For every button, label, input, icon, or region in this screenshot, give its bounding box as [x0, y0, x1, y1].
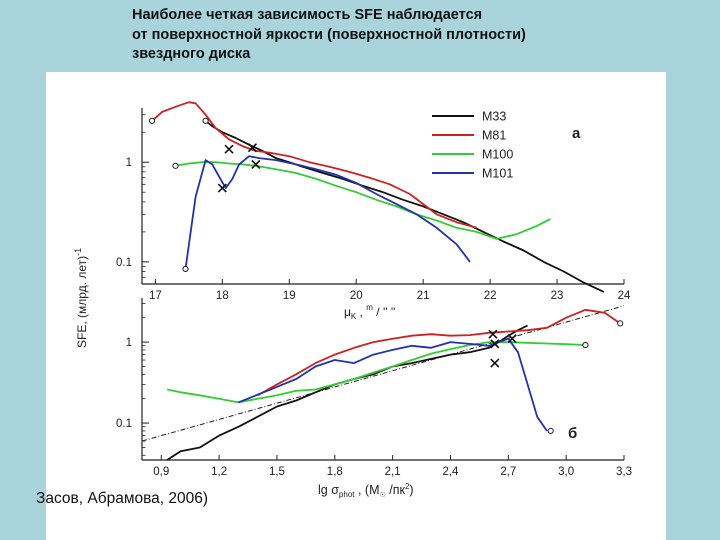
panel-label: б	[568, 425, 577, 442]
y-tick-label: 1	[126, 337, 132, 349]
x-axis-label-b-part: )	[409, 483, 413, 497]
cross-marker	[488, 329, 498, 339]
cross-marker	[247, 143, 258, 153]
open-circle-marker	[547, 427, 554, 435]
citation-caption: Засов, Абрамова, 2006)	[36, 490, 209, 507]
x-axis-label-a-part: ,	[356, 305, 366, 319]
legend: M33 M81 M100 M101	[432, 110, 513, 181]
x-tick-label: 17	[149, 290, 162, 302]
series-line-m101	[238, 337, 548, 432]
x-tick-label: 2,1	[385, 466, 401, 478]
cross-stroke	[490, 339, 500, 349]
legend-label: M100	[482, 148, 513, 162]
x-tick-label: 0,9	[153, 466, 169, 478]
y-axis-label-exponent: -1	[73, 248, 83, 256]
cross-marker	[490, 358, 500, 368]
cross-stroke	[224, 144, 234, 154]
x-axis-label-a: μK , m / '' ''	[344, 303, 395, 321]
series-line-m100	[166, 341, 586, 404]
series-line-m81	[151, 101, 477, 229]
cross-stroke	[488, 329, 498, 339]
cross-stroke	[247, 143, 258, 153]
x-tick-label: 1,2	[211, 466, 227, 478]
cross-stroke	[507, 334, 517, 344]
x-tick-label: 23	[551, 290, 564, 302]
x-axis-label-b-part: /пк	[386, 483, 406, 497]
x-axis-label-a-part: / '' ''	[373, 305, 396, 319]
cross-marker	[251, 159, 261, 170]
x-tick-label: 2,4	[442, 466, 459, 478]
open-circle-marker	[182, 265, 189, 273]
series-line-m81	[257, 308, 621, 397]
x-tick-label: 21	[417, 290, 430, 302]
legend-label: M33	[482, 110, 506, 124]
x-tick-label: 20	[350, 290, 363, 302]
title-line-2: от поверхностной яркости (поверхностной …	[132, 26, 526, 43]
open-circle-marker	[582, 341, 589, 349]
open-circle-marker	[148, 117, 156, 124]
x-axis-label-b-part: phot	[339, 490, 355, 499]
x-axis-label-b-part: σ	[331, 483, 339, 497]
cross-stroke	[251, 159, 261, 170]
open-circle-marker	[172, 162, 179, 169]
y-axis-label: SFE, (млрд. лет)-1	[73, 248, 89, 348]
series-line-m33	[205, 120, 605, 293]
y-tick-label: 1	[126, 157, 132, 169]
figure-panel	[46, 72, 666, 540]
x-axis-label-b-part: 2	[405, 482, 410, 491]
title-line-1: Наиболее четкая зависимость SFE наблюдае…	[132, 7, 483, 23]
title-line-3: звездного диска	[132, 46, 251, 62]
x-axis-label-b-part: lg	[318, 483, 331, 497]
cross-stroke	[217, 183, 227, 193]
cross-marker	[217, 183, 227, 193]
x-axis-label-b-part: , (M	[355, 483, 380, 497]
x-tick-label: 22	[484, 290, 497, 302]
x-tick-label: 1,5	[269, 466, 285, 478]
x-axis-label-a-part: μ	[344, 305, 351, 319]
x-tick-label: 18	[216, 290, 229, 302]
panel-label: а	[572, 125, 581, 142]
x-tick-label: 3,0	[558, 466, 574, 478]
chart-panel-b: 0,9 1,2 1,5 1,8 2,1 2,4 2,7 3,0 3,3 1 0.1 б	[116, 298, 632, 478]
slide-title: Наиболее четкая зависимость SFE наблюдае…	[132, 6, 652, 65]
cross-stroke	[490, 358, 500, 368]
x-tick-label: 2,7	[500, 466, 516, 478]
x-axis-label-b: lg σphot , (M☉ /пк2)	[318, 482, 414, 499]
x-axis-label-a-part: m	[366, 303, 373, 312]
x-tick-label: 24	[618, 290, 631, 302]
cross-marker	[490, 339, 500, 349]
legend-label: M101	[482, 167, 513, 181]
x-axis-label-a-part: K	[351, 312, 357, 321]
x-tick-label: 19	[283, 290, 296, 302]
x-tick-label: 3,3	[616, 466, 632, 478]
y-tick-label: 0.1	[116, 257, 132, 269]
cross-marker	[224, 144, 234, 154]
x-tick-label: 1,8	[327, 466, 343, 478]
open-circle-marker	[617, 320, 624, 327]
x-axis-label-b-part: ☉	[380, 491, 386, 499]
y-axis-label-text: SFE, (млрд. лет)	[75, 256, 89, 348]
chart-panel-a: 17 18 19 20 21 22 23 24 1 0.1 а	[116, 101, 631, 302]
series-line-m33	[166, 324, 528, 461]
legend-label: M81	[482, 129, 506, 143]
series-line-m100	[175, 161, 551, 240]
cross-marker	[507, 334, 517, 344]
open-circle-marker	[202, 117, 209, 124]
y-tick-label: 0.1	[116, 418, 132, 430]
series-line-m101	[184, 155, 471, 270]
